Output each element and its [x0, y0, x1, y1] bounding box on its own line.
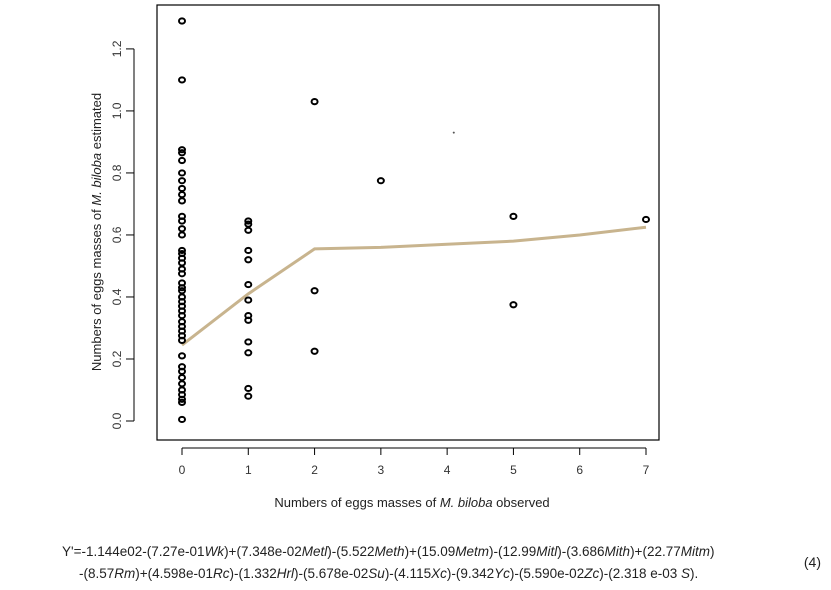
data-point	[178, 398, 186, 406]
data-point	[178, 287, 186, 295]
x-tick-label: 4	[444, 463, 451, 477]
data-point	[178, 259, 186, 267]
data-point	[244, 316, 253, 324]
equation-line-1: Y'=-1.144e02-(7.27e-01Wk)+(7.348e-02Metl…	[62, 544, 715, 559]
data-point	[310, 287, 319, 295]
data-point	[244, 338, 253, 346]
data-point	[642, 215, 650, 224]
y-axis: 0.0 0.2 0.4 0.6 0.8 1.0 1.2	[110, 40, 135, 429]
data-point	[178, 197, 186, 205]
data-point	[178, 76, 186, 84]
data-point	[178, 395, 186, 403]
data-point	[178, 156, 186, 165]
data-point	[178, 415, 186, 424]
data-point	[178, 367, 186, 375]
data-point	[178, 336, 186, 344]
data-point	[244, 280, 253, 289]
x-tick-label: 7	[643, 463, 650, 477]
data-point	[178, 177, 186, 185]
data-point	[178, 311, 186, 320]
trend-line	[181, 225, 647, 347]
data-point	[244, 349, 253, 357]
y-tick-label: 1.2	[110, 40, 124, 57]
y-tick-label: 0.2	[110, 350, 124, 367]
x-tick-label: 6	[576, 463, 583, 477]
x-axis-title: Numbers of eggs masses of M. biloba obse…	[274, 495, 549, 510]
equation-line-2: -(8.57Rm)+(4.598e-01Rc)-(1.332Hrl)-(5.67…	[79, 566, 699, 581]
x-tick-label: 3	[378, 463, 385, 477]
data-point	[178, 373, 186, 382]
y-tick-label: 0.0	[110, 412, 124, 429]
data-point	[178, 217, 186, 225]
data-point	[244, 384, 253, 393]
scatter-chart: 0.0 0.2 0.4 0.6 0.8 1.0 1.2 0 1 2 3 4 5 6 7 Numbers o…	[89, 4, 660, 510]
data-point	[509, 212, 518, 220]
data-point	[178, 231, 186, 239]
data-point	[509, 301, 518, 309]
data-point	[178, 184, 186, 193]
data-point	[178, 270, 186, 278]
data-point	[178, 17, 186, 25]
data-point	[178, 246, 186, 255]
x-tick-label: 0	[179, 463, 186, 477]
data-point	[244, 392, 253, 400]
data-points	[178, 17, 650, 424]
data-point	[244, 217, 253, 225]
data-point	[244, 246, 253, 255]
y-tick-label: 0.6	[110, 226, 124, 243]
data-point	[178, 169, 186, 177]
data-point	[376, 177, 385, 185]
data-point	[178, 380, 186, 388]
data-point	[178, 225, 186, 233]
x-tick-label: 1	[245, 463, 252, 477]
y-tick-label: 1.0	[110, 102, 124, 119]
stray-dot	[452, 131, 455, 134]
x-tick-label: 2	[311, 463, 318, 477]
data-point	[310, 347, 319, 355]
data-point	[178, 149, 186, 157]
data-point	[244, 226, 253, 234]
y-tick-label: 0.8	[110, 164, 124, 181]
y-tick-label: 0.4	[110, 288, 124, 305]
x-tick-label: 5	[510, 463, 517, 477]
data-point	[178, 284, 186, 292]
data-point	[310, 98, 319, 106]
data-point	[244, 220, 253, 228]
x-axis: 0 1 2 3 4 5 6 7	[179, 447, 650, 477]
equation-number: (4)	[803, 554, 821, 570]
y-axis-title: Numbers of eggs masses of M. biloba esti…	[89, 93, 104, 371]
plot-frame	[156, 4, 660, 441]
data-point	[178, 352, 186, 360]
data-point	[244, 296, 253, 304]
data-point	[244, 256, 253, 264]
data-point	[178, 146, 186, 154]
data-point	[178, 191, 186, 199]
